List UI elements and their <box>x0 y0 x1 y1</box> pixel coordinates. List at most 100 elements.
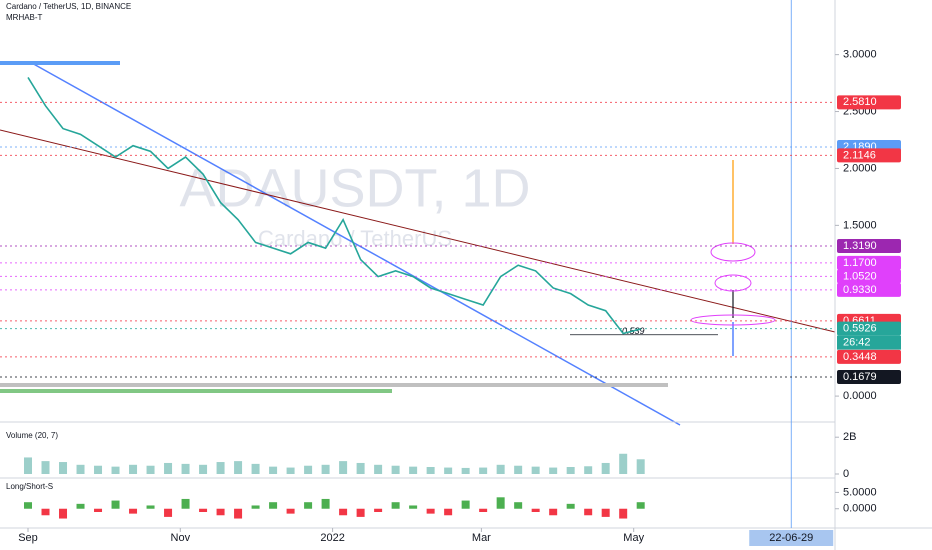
bar <box>164 508 173 517</box>
chart-subtitle: MRHAB-T <box>6 13 43 22</box>
marker <box>710 242 756 262</box>
bar <box>514 502 523 509</box>
level-label: 1.1700 <box>843 257 877 269</box>
countdown: 26:42 <box>843 337 871 349</box>
bar <box>24 457 33 474</box>
bar <box>146 465 155 474</box>
bar <box>41 508 50 516</box>
bar <box>409 505 418 509</box>
watermark: ADAUSDT, 1D <box>179 158 530 218</box>
bar <box>234 461 243 474</box>
bar <box>129 464 138 474</box>
marker <box>714 274 752 292</box>
bar <box>146 505 155 509</box>
y-tick-label: 0.0000 <box>843 390 877 402</box>
level-box <box>837 335 901 350</box>
bar <box>286 467 295 474</box>
bar <box>339 508 348 516</box>
bar <box>374 508 383 512</box>
bar <box>234 508 243 519</box>
bar <box>304 502 313 509</box>
level-label: 1.0520 <box>843 270 877 282</box>
bar <box>461 500 470 509</box>
bar <box>619 508 628 519</box>
bar <box>479 508 488 512</box>
y-tick-label: 1.5000 <box>843 219 877 231</box>
bar <box>216 462 225 474</box>
bar <box>636 459 645 474</box>
bar <box>391 502 400 509</box>
level-label: 0.5926 <box>843 323 877 335</box>
bar <box>496 497 505 509</box>
bar <box>199 464 208 474</box>
level-label: 2.1146 <box>843 149 876 161</box>
bar <box>461 467 470 474</box>
bar <box>444 508 453 516</box>
bar <box>601 508 610 517</box>
y-tick-label: 0.0000 <box>843 503 877 515</box>
bar <box>356 462 365 474</box>
bar <box>391 465 400 474</box>
bar <box>566 503 575 509</box>
trendline <box>29 61 681 426</box>
bar <box>41 461 50 474</box>
bar <box>181 463 190 474</box>
bar <box>496 464 505 474</box>
chart-title: Cardano / TetherUS, 1D, BINANCE <box>6 2 131 11</box>
y-tick-label: 2.0000 <box>843 162 877 174</box>
x-tick-label: Mar <box>472 532 491 544</box>
bar <box>636 502 645 509</box>
bar <box>409 466 418 474</box>
price-line <box>27 76 641 335</box>
bar <box>444 467 453 474</box>
bar <box>94 508 103 512</box>
level-label: 0.9330 <box>843 284 877 296</box>
bar <box>269 502 278 509</box>
level-label: 0.1679 <box>843 371 877 383</box>
bar <box>549 508 558 516</box>
bar <box>76 503 85 509</box>
level-label: 2.5810 <box>843 96 877 108</box>
pane-title: Long/Short-S <box>6 482 53 491</box>
bar <box>479 467 488 474</box>
bar <box>199 508 208 512</box>
bar <box>619 453 628 474</box>
level-label: 0.3448 <box>843 351 877 363</box>
x-tick-label: Nov <box>171 532 191 544</box>
bar <box>531 466 540 474</box>
bar <box>164 462 173 474</box>
bar <box>251 463 260 474</box>
bar <box>76 464 85 474</box>
level-box <box>837 269 901 284</box>
y-tick-label: 0 <box>843 468 849 480</box>
bar <box>339 461 348 474</box>
bar <box>566 467 575 474</box>
bar <box>269 466 278 474</box>
y-tick-label: 5.0000 <box>843 486 877 498</box>
bar <box>584 508 593 516</box>
bar <box>601 462 610 474</box>
bar <box>286 508 295 514</box>
bar <box>24 502 33 509</box>
level-box <box>837 321 901 336</box>
bar <box>374 464 383 474</box>
bar <box>251 505 260 509</box>
bar <box>59 508 68 519</box>
bar <box>356 508 365 517</box>
bar <box>94 465 103 474</box>
bar <box>111 466 120 474</box>
level-box <box>837 349 901 364</box>
bar <box>514 465 523 474</box>
bar <box>531 508 540 512</box>
level-box <box>837 282 901 297</box>
bar <box>426 508 435 514</box>
bar <box>111 500 120 509</box>
bar <box>549 467 558 474</box>
bar <box>129 508 138 514</box>
marker <box>690 314 776 326</box>
y-tick-label: 3.0000 <box>843 49 877 61</box>
level-box <box>837 238 901 253</box>
bar <box>321 464 330 474</box>
